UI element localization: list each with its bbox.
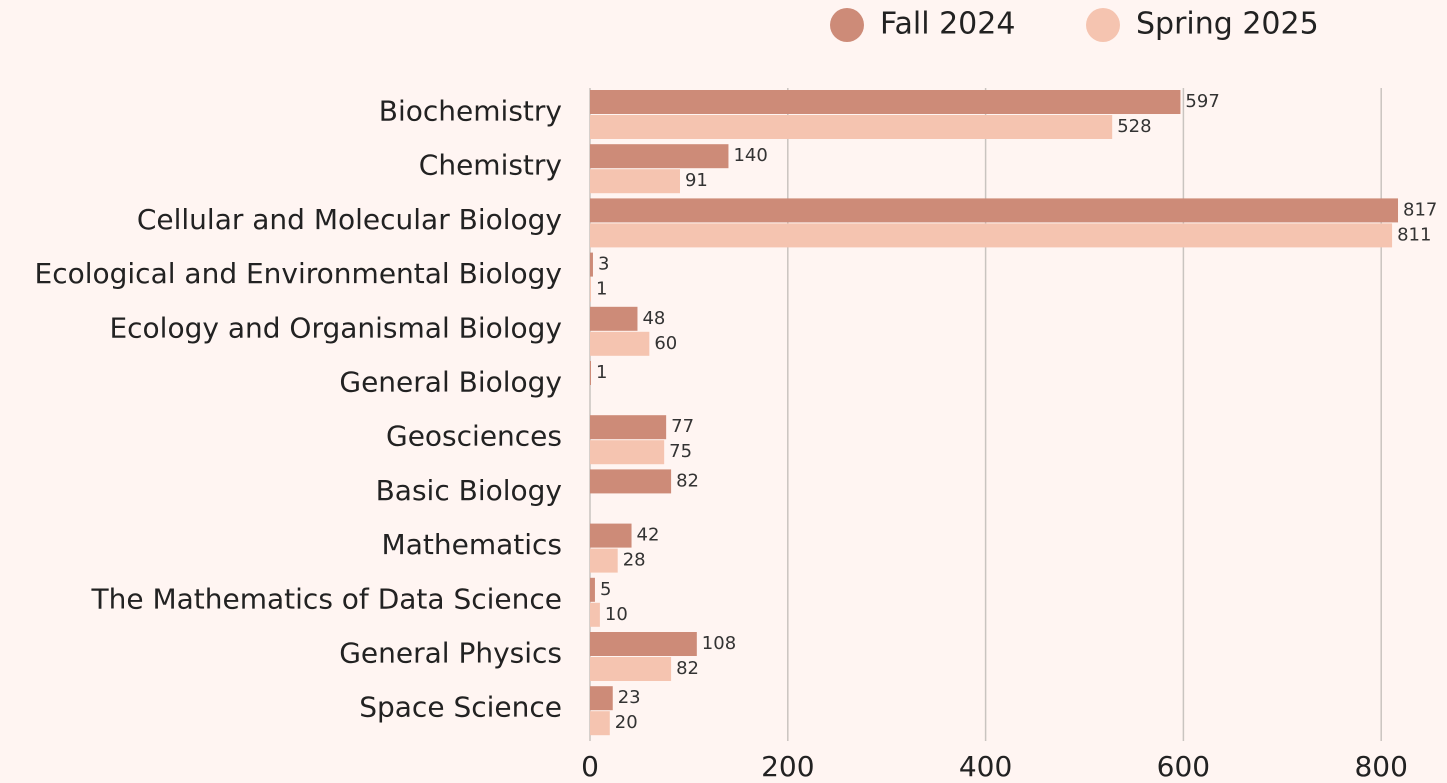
bar xyxy=(590,632,697,656)
y-tick-label: Space Science xyxy=(359,691,562,724)
bar xyxy=(590,223,1393,248)
value-label: 28 xyxy=(623,550,646,571)
value-label: 42 xyxy=(637,525,660,546)
value-label: 597 xyxy=(1185,91,1219,112)
bar xyxy=(590,548,618,573)
bar xyxy=(590,306,638,331)
value-label: 82 xyxy=(676,658,699,679)
value-label: 82 xyxy=(676,470,699,491)
bar xyxy=(590,115,1113,139)
bar xyxy=(590,169,680,194)
y-tick-label: Chemistry xyxy=(419,149,562,182)
value-label: 1 xyxy=(596,279,607,300)
value-label: 528 xyxy=(1117,116,1151,137)
legend-label: Fall 2024 xyxy=(880,7,1015,42)
bar xyxy=(590,657,672,681)
bar xyxy=(590,198,1399,223)
y-tick-label: The Mathematics of Data Science xyxy=(90,582,562,615)
bar xyxy=(590,440,665,465)
legend-swatch xyxy=(1086,8,1120,42)
bar xyxy=(590,686,613,711)
bar xyxy=(590,523,632,548)
value-label: 108 xyxy=(702,633,736,654)
legend-swatch xyxy=(830,8,864,42)
value-label: 140 xyxy=(733,145,767,166)
value-label: 91 xyxy=(685,170,708,191)
bar xyxy=(590,277,591,302)
bar xyxy=(590,469,672,494)
value-label: 23 xyxy=(618,687,641,708)
x-tick-label: 400 xyxy=(959,750,1012,783)
bar xyxy=(590,415,667,440)
value-label: 48 xyxy=(642,308,665,329)
bar xyxy=(590,602,600,627)
value-label: 817 xyxy=(1403,199,1437,220)
value-label: 60 xyxy=(654,333,677,354)
value-label: 77 xyxy=(671,416,694,437)
legend-label: Spring 2025 xyxy=(1136,7,1319,42)
y-tick-label: Mathematics xyxy=(382,528,562,561)
y-tick-label: Basic Biology xyxy=(376,474,562,507)
y-tick-label: Biochemistry xyxy=(379,95,562,128)
value-label: 10 xyxy=(605,604,628,625)
value-label: 75 xyxy=(669,441,692,462)
bar xyxy=(590,144,729,169)
y-tick-label: Ecological and Environmental Biology xyxy=(35,257,563,290)
y-tick-label: Ecology and Organismal Biology xyxy=(109,311,562,344)
y-tick-label: General Biology xyxy=(339,366,562,399)
bar xyxy=(590,90,1181,114)
value-label: 3 xyxy=(598,254,609,275)
value-label: 811 xyxy=(1397,224,1431,245)
x-tick-label: 800 xyxy=(1354,750,1407,783)
bar xyxy=(590,331,650,356)
x-tick-label: 0 xyxy=(581,750,599,783)
bar xyxy=(590,577,595,602)
y-tick-label: Geosciences xyxy=(386,420,562,453)
y-tick-label: Cellular and Molecular Biology xyxy=(137,203,562,236)
x-tick-label: 600 xyxy=(1157,750,1210,783)
y-tick-label: General Physics xyxy=(339,637,562,670)
value-label: 5 xyxy=(600,579,611,600)
bar xyxy=(590,361,591,385)
x-tick-label: 200 xyxy=(761,750,814,783)
value-label: 20 xyxy=(615,712,638,733)
bar xyxy=(590,252,593,277)
value-label: 1 xyxy=(596,362,607,383)
bar xyxy=(590,711,610,736)
